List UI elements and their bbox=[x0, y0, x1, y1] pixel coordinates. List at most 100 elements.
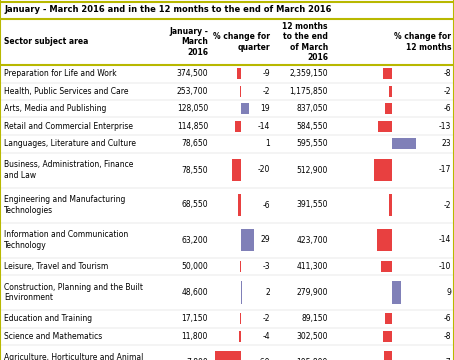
Text: -60: -60 bbox=[257, 358, 270, 360]
Bar bbox=[0, 328, 454, 345]
Bar bbox=[240, 313, 241, 324]
Text: -8: -8 bbox=[444, 69, 451, 78]
Text: 9: 9 bbox=[446, 288, 451, 297]
Text: % change for
12 months: % change for 12 months bbox=[394, 32, 451, 52]
Bar bbox=[0, 117, 454, 135]
Text: Retail and Commercial Enterprise: Retail and Commercial Enterprise bbox=[4, 122, 133, 131]
Bar bbox=[237, 68, 241, 80]
Text: -9: -9 bbox=[262, 69, 270, 78]
Text: -2: -2 bbox=[262, 314, 270, 323]
Bar bbox=[241, 229, 254, 251]
Text: -2: -2 bbox=[444, 87, 451, 96]
Text: Business, Administration, Finance
and Law: Business, Administration, Finance and La… bbox=[4, 160, 133, 180]
Text: 114,850: 114,850 bbox=[177, 122, 208, 131]
Bar bbox=[390, 86, 391, 97]
Text: 78,550: 78,550 bbox=[182, 166, 208, 175]
Bar bbox=[0, 188, 454, 222]
Bar bbox=[383, 330, 391, 342]
Bar bbox=[0, 153, 454, 188]
Text: 1: 1 bbox=[265, 139, 270, 148]
Text: Information and Communication
Technology: Information and Communication Technology bbox=[4, 230, 128, 250]
Text: 68,550: 68,550 bbox=[182, 201, 208, 210]
Text: 12 months
to the end
of March
2016: 12 months to the end of March 2016 bbox=[282, 22, 328, 62]
Text: 595,550: 595,550 bbox=[296, 139, 328, 148]
Bar bbox=[0, 19, 454, 65]
Bar bbox=[377, 229, 391, 251]
Text: -20: -20 bbox=[257, 166, 270, 175]
Bar bbox=[0, 135, 454, 153]
Bar bbox=[0, 310, 454, 328]
Bar bbox=[385, 313, 391, 324]
Text: 105,800: 105,800 bbox=[296, 358, 328, 360]
Bar bbox=[238, 194, 241, 216]
Text: 50,000: 50,000 bbox=[181, 262, 208, 271]
Bar bbox=[0, 65, 454, 82]
Text: -13: -13 bbox=[439, 122, 451, 131]
Text: Construction, Planning and the Built
Environment: Construction, Planning and the Built Env… bbox=[4, 283, 143, 302]
Text: 11,800: 11,800 bbox=[182, 332, 208, 341]
Text: Preparation for Life and Work: Preparation for Life and Work bbox=[4, 69, 117, 78]
Text: Health, Public Services and Care: Health, Public Services and Care bbox=[4, 87, 128, 96]
Bar bbox=[215, 351, 241, 360]
Text: -2: -2 bbox=[262, 87, 270, 96]
Text: 128,050: 128,050 bbox=[177, 104, 208, 113]
Text: -7: -7 bbox=[444, 358, 451, 360]
Text: 837,050: 837,050 bbox=[296, 104, 328, 113]
Bar bbox=[240, 86, 241, 97]
Text: % change for
quarter: % change for quarter bbox=[213, 32, 270, 52]
Text: 2,359,150: 2,359,150 bbox=[289, 69, 328, 78]
Text: January -
March
2016: January - March 2016 bbox=[169, 27, 208, 57]
Text: -17: -17 bbox=[439, 166, 451, 175]
Text: -8: -8 bbox=[444, 332, 451, 341]
Bar bbox=[239, 330, 241, 342]
Text: 78,650: 78,650 bbox=[182, 139, 208, 148]
Text: Languages, Literature and Culture: Languages, Literature and Culture bbox=[4, 139, 136, 148]
Text: -6: -6 bbox=[444, 104, 451, 113]
Text: 7,800: 7,800 bbox=[186, 358, 208, 360]
Text: 411,300: 411,300 bbox=[296, 262, 328, 271]
Bar bbox=[0, 345, 454, 360]
Bar bbox=[0, 100, 454, 117]
Text: 279,900: 279,900 bbox=[296, 288, 328, 297]
Text: -6: -6 bbox=[444, 314, 451, 323]
Bar bbox=[381, 261, 391, 272]
Text: 253,700: 253,700 bbox=[177, 87, 208, 96]
Bar bbox=[235, 121, 241, 132]
Text: 374,500: 374,500 bbox=[176, 69, 208, 78]
Text: 512,900: 512,900 bbox=[296, 166, 328, 175]
Text: 391,550: 391,550 bbox=[296, 201, 328, 210]
Text: 584,550: 584,550 bbox=[296, 122, 328, 131]
Text: January - March 2016 and in the 12 months to the end of March 2016: January - March 2016 and in the 12 month… bbox=[4, 5, 331, 14]
Text: 2: 2 bbox=[265, 288, 270, 297]
Bar bbox=[232, 159, 241, 181]
Text: Sector subject area: Sector subject area bbox=[4, 37, 89, 46]
Bar bbox=[378, 121, 391, 132]
Text: Arts, Media and Publishing: Arts, Media and Publishing bbox=[4, 104, 106, 113]
Text: 23: 23 bbox=[441, 139, 451, 148]
Text: 29: 29 bbox=[261, 235, 270, 244]
Bar bbox=[241, 103, 249, 114]
Bar bbox=[0, 222, 454, 257]
Text: -2: -2 bbox=[444, 201, 451, 210]
Bar bbox=[391, 281, 401, 304]
Bar bbox=[383, 68, 391, 80]
Bar bbox=[385, 103, 391, 114]
Text: Education and Training: Education and Training bbox=[4, 314, 92, 323]
Text: -3: -3 bbox=[262, 262, 270, 271]
Text: Agriculture, Horticulture and Animal
Care: Agriculture, Horticulture and Animal Car… bbox=[4, 353, 143, 360]
Text: 1,175,850: 1,175,850 bbox=[290, 87, 328, 96]
Text: -4: -4 bbox=[262, 332, 270, 341]
Text: -14: -14 bbox=[439, 235, 451, 244]
Bar bbox=[384, 351, 391, 360]
Bar bbox=[241, 281, 242, 304]
Text: 423,700: 423,700 bbox=[296, 235, 328, 244]
Text: 302,500: 302,500 bbox=[296, 332, 328, 341]
Bar bbox=[0, 257, 454, 275]
Bar bbox=[240, 261, 241, 272]
Text: Engineering and Manufacturing
Technologies: Engineering and Manufacturing Technologi… bbox=[4, 195, 125, 215]
Text: 17,150: 17,150 bbox=[182, 314, 208, 323]
Text: -10: -10 bbox=[439, 262, 451, 271]
Bar bbox=[374, 159, 391, 181]
Text: 19: 19 bbox=[261, 104, 270, 113]
Text: Science and Mathematics: Science and Mathematics bbox=[4, 332, 102, 341]
